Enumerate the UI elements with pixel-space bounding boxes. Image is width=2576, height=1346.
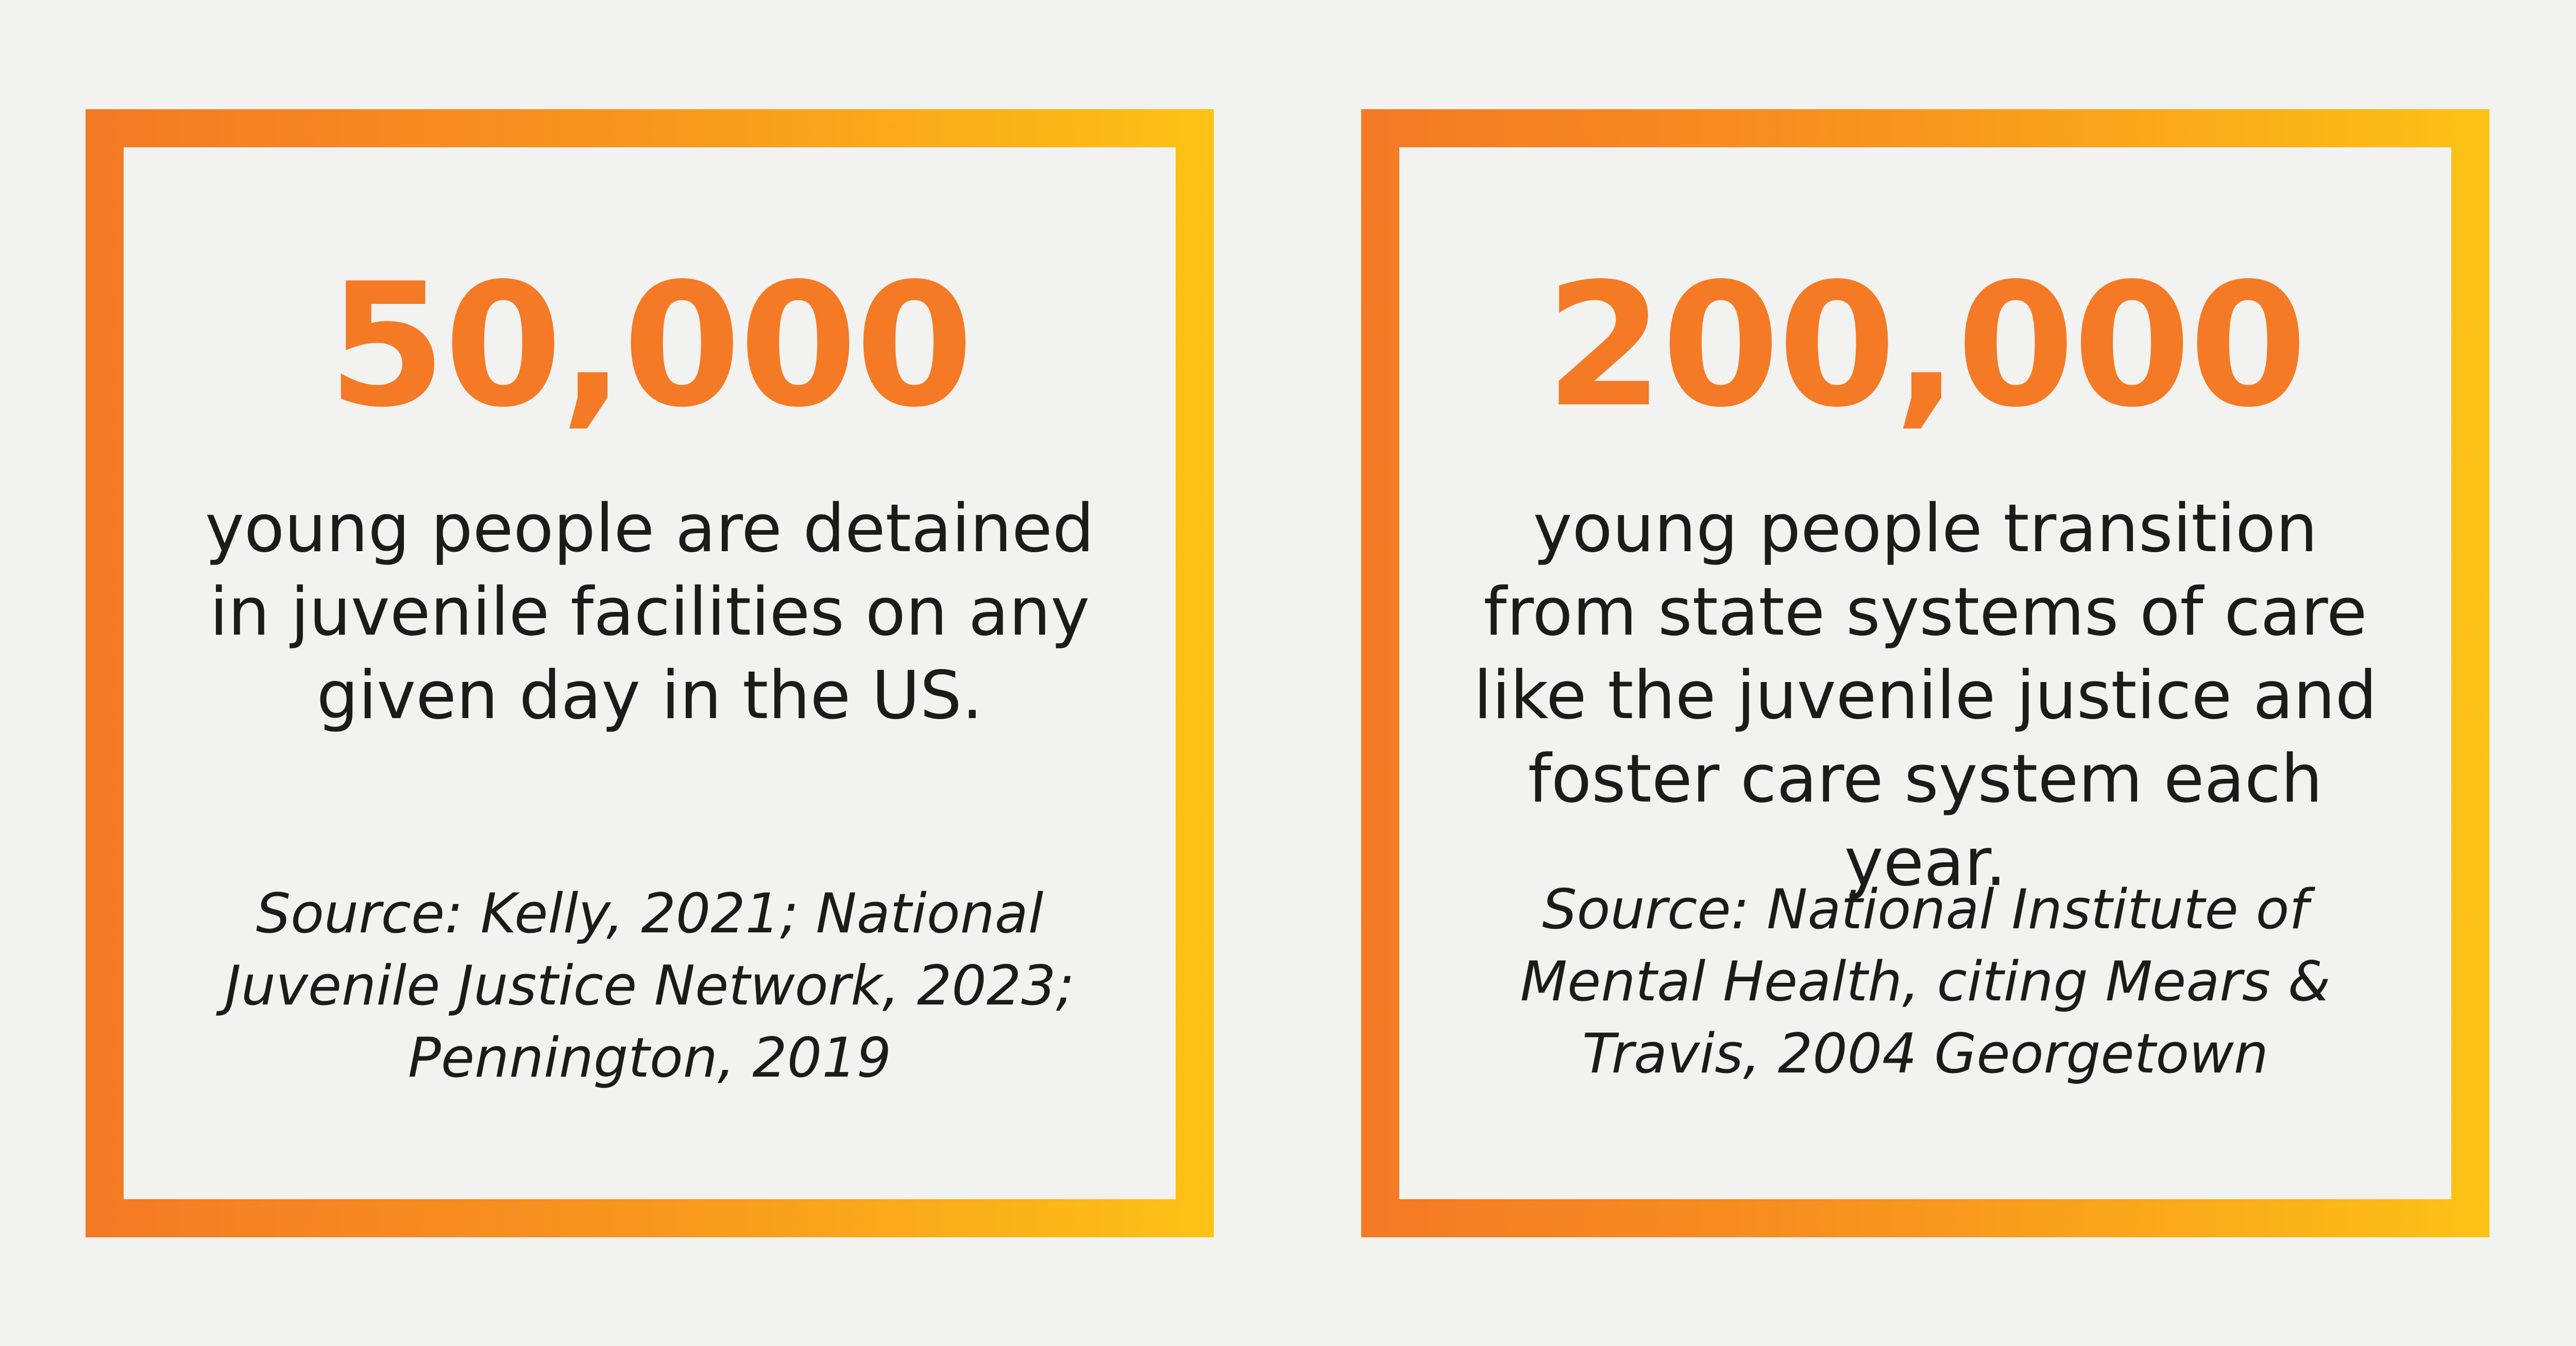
stat-description: young people transition from state syste… bbox=[1473, 490, 2377, 901]
stat-card-care-transition: 200,000 young people transition from sta… bbox=[1361, 109, 2489, 1237]
stat-source: Source: Kelly, 2021; National Juvenile J… bbox=[225, 882, 1075, 1089]
stat-number: 50,000 bbox=[328, 247, 973, 445]
stat-description: young people are detained in juvenile fa… bbox=[205, 490, 1094, 734]
stat-card-content: 200,000 young people transition from sta… bbox=[1399, 147, 2451, 1199]
stat-card-juvenile-detention: 50,000 young people are detained in juve… bbox=[86, 109, 1214, 1237]
stat-number: 200,000 bbox=[1545, 247, 2307, 445]
stat-card-content: 50,000 young people are detained in juve… bbox=[124, 147, 1176, 1199]
stat-source: Source: National Institute of Mental Hea… bbox=[1520, 878, 2331, 1085]
